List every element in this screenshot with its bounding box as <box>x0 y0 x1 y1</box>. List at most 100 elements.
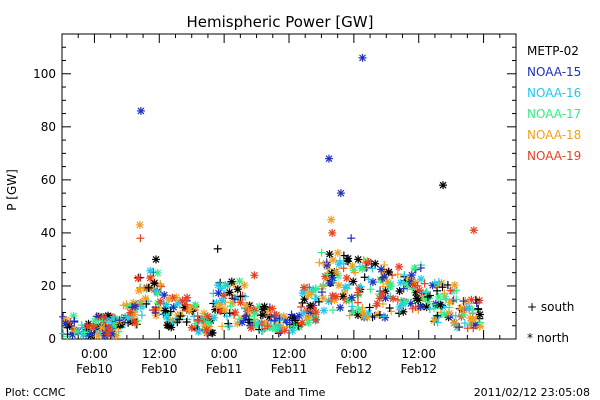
point-south <box>379 282 388 291</box>
point-south <box>364 275 373 284</box>
point-north <box>164 295 173 304</box>
point-south <box>269 317 278 326</box>
point-north <box>161 306 170 315</box>
point-south <box>328 306 337 315</box>
point-north <box>288 326 297 335</box>
point-south <box>298 298 307 307</box>
point-north <box>332 292 341 301</box>
point-north <box>363 313 372 322</box>
point-south <box>440 289 449 298</box>
point-north <box>334 281 343 290</box>
point-south <box>99 313 108 322</box>
point-south <box>411 303 420 312</box>
point-north <box>146 266 155 275</box>
marker-legend: + south * north <box>527 300 574 345</box>
point-north <box>354 255 363 264</box>
point-south <box>290 322 299 331</box>
point-north <box>299 309 308 318</box>
point-north <box>325 250 334 259</box>
y-tick-label: 20 <box>41 279 56 293</box>
point-north <box>371 259 380 268</box>
point-south <box>347 234 356 243</box>
point-north <box>126 308 135 317</box>
point-north <box>183 293 192 302</box>
x-tick-time: 12:00 <box>142 347 177 361</box>
legend-item-metp-02: METP-02 <box>527 44 579 58</box>
point-south <box>380 261 389 270</box>
point-north <box>417 275 426 284</box>
point-south <box>175 315 184 324</box>
point-north <box>73 327 82 336</box>
point-north <box>131 317 140 326</box>
point-north <box>93 332 102 341</box>
point-north <box>223 280 232 289</box>
footer-plot-credit: Plot: CCMC <box>5 386 66 399</box>
point-north <box>329 255 338 264</box>
point-south <box>446 286 455 295</box>
point-south <box>182 300 191 309</box>
point-north <box>475 310 484 319</box>
point-north <box>271 324 280 333</box>
point-north <box>333 248 342 257</box>
point-north <box>358 264 367 273</box>
point-south <box>360 273 369 282</box>
point-south <box>339 259 348 268</box>
point-south <box>137 297 146 306</box>
point-north <box>250 309 259 318</box>
point-north <box>467 295 476 304</box>
point-north <box>152 255 161 264</box>
point-south <box>451 311 460 320</box>
point-south <box>420 279 429 288</box>
point-north <box>434 292 443 301</box>
point-north <box>389 294 398 303</box>
point-north <box>146 274 155 283</box>
point-south <box>452 295 461 304</box>
point-south <box>379 312 388 321</box>
point-north <box>194 327 203 336</box>
point-south <box>319 281 328 290</box>
point-north <box>90 317 99 326</box>
point-south <box>314 297 323 306</box>
point-south <box>403 283 412 292</box>
point-south <box>351 268 360 277</box>
point-south <box>354 288 363 297</box>
point-north <box>328 228 337 237</box>
x-tick-date: Feb12 <box>336 362 373 376</box>
point-south <box>119 301 128 310</box>
point-south <box>263 322 272 331</box>
y-tick-label: 0 <box>48 332 56 346</box>
point-north <box>377 265 386 274</box>
point-north <box>409 281 418 290</box>
point-south <box>297 320 306 329</box>
point-north <box>69 311 78 320</box>
point-north <box>217 296 226 305</box>
point-south <box>319 259 328 268</box>
point-north <box>202 325 211 334</box>
point-north <box>430 316 439 325</box>
point-south <box>372 301 381 310</box>
point-north <box>384 268 393 277</box>
data-points <box>59 53 485 341</box>
point-north <box>209 313 218 322</box>
point-south <box>468 317 477 326</box>
point-south <box>244 307 253 316</box>
point-south <box>430 278 439 287</box>
point-south <box>315 258 324 267</box>
point-north <box>240 281 249 290</box>
point-north <box>305 313 314 322</box>
point-north <box>319 306 328 315</box>
point-north <box>178 297 187 306</box>
point-south <box>81 328 90 337</box>
legend: METP-02 NOAA-15 NOAA-16 NOAA-17 NOAA-18 NOAA-… <box>527 44 581 163</box>
point-south <box>468 306 477 315</box>
point-north <box>336 303 345 312</box>
point-south <box>353 298 362 307</box>
point-north <box>268 304 277 313</box>
point-south <box>345 281 354 290</box>
point-south <box>226 302 235 311</box>
point-south <box>460 319 469 328</box>
point-north <box>322 261 331 270</box>
point-north <box>306 301 315 310</box>
point-south <box>345 311 354 320</box>
point-north <box>324 154 333 163</box>
